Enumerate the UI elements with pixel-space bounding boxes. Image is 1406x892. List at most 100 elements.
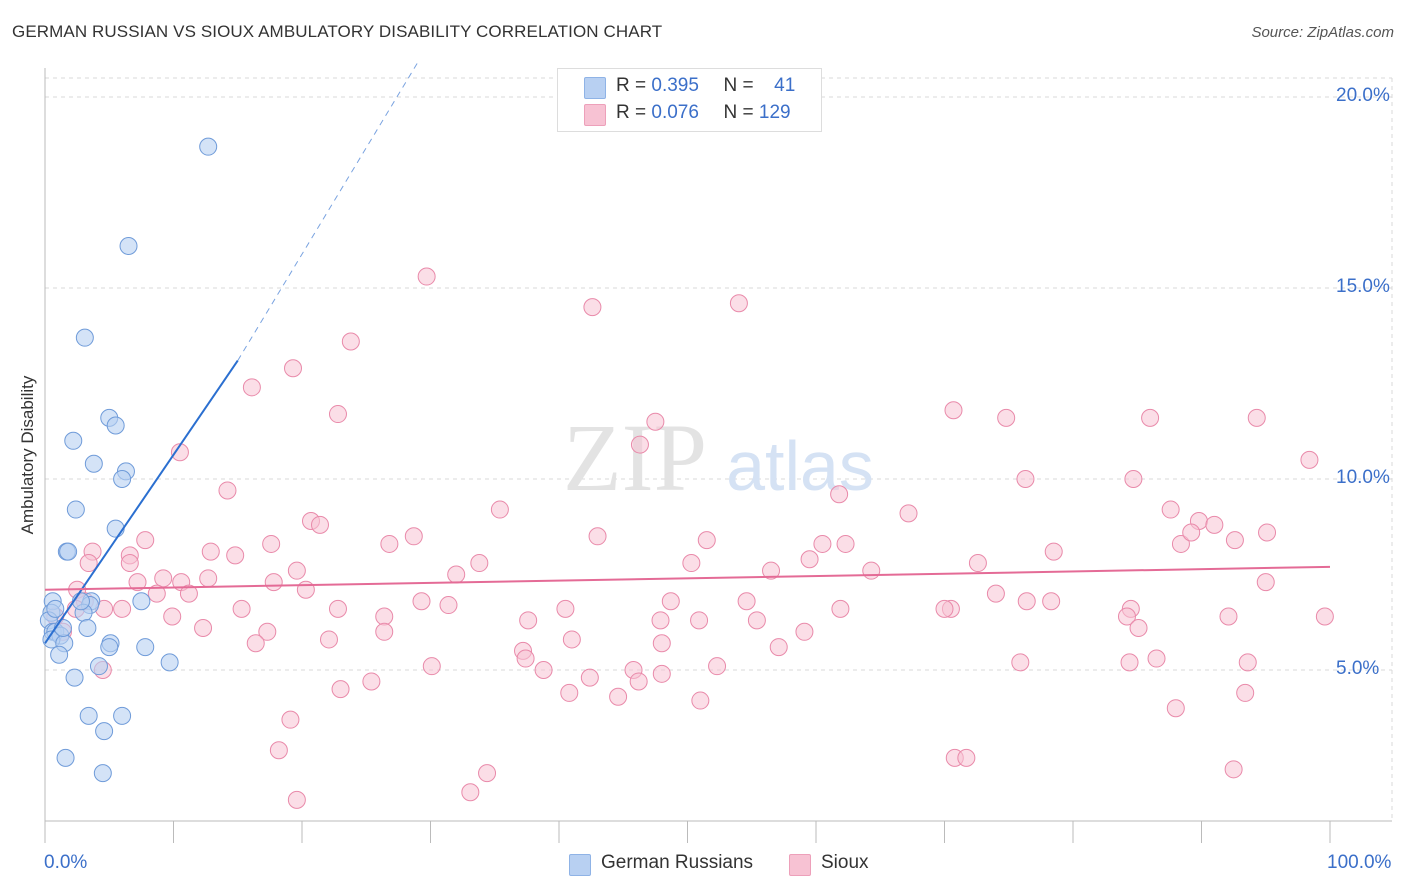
sioux-point — [218, 481, 237, 500]
grid-lines — [45, 77, 1393, 821]
bottom-swatch-blue — [569, 854, 591, 876]
sioux-point — [331, 680, 350, 699]
sioux-points — [46, 267, 1334, 809]
sioux-point — [1315, 607, 1334, 626]
sioux-point — [128, 573, 147, 592]
sioux-point — [862, 561, 881, 580]
sioux-point — [690, 611, 709, 630]
sioux-point — [417, 267, 436, 286]
sioux-point — [1044, 542, 1063, 561]
sioux-point — [813, 534, 832, 553]
y-tick-label: 10.0% — [1336, 467, 1390, 488]
sioux-point — [422, 657, 441, 676]
sioux-point — [836, 534, 855, 553]
sioux-point — [201, 542, 220, 561]
sioux-point — [651, 611, 670, 630]
german-russian-point — [75, 328, 94, 347]
legend-n-value: 129 — [758, 102, 791, 123]
sioux-point — [629, 672, 648, 691]
sioux-point — [560, 683, 579, 702]
legend-swatch-blue — [584, 77, 606, 99]
sioux-point — [439, 596, 458, 615]
sioux-point — [375, 607, 394, 626]
sioux-point — [646, 412, 665, 431]
sioux-point — [1171, 534, 1190, 553]
german-russian-point — [84, 454, 103, 473]
sioux-point — [830, 485, 849, 504]
sioux-point — [935, 599, 954, 618]
german-russian-point — [79, 706, 98, 725]
sioux-point — [583, 298, 602, 317]
sioux-point — [194, 618, 213, 637]
y-tick-label: 5.0% — [1336, 658, 1380, 679]
sioux-point — [1124, 470, 1143, 488]
german-russian-point — [64, 431, 83, 450]
german-russian-point — [78, 618, 97, 637]
sioux-point — [284, 359, 303, 378]
sioux-point — [1161, 500, 1180, 519]
sioux-point — [341, 332, 360, 351]
sioux-point — [478, 764, 497, 783]
sioux-point — [1219, 607, 1238, 626]
legend-r-label: R = — [616, 102, 647, 123]
sioux-point — [242, 378, 261, 397]
sioux-point — [831, 599, 850, 618]
source-label: Source: ZipAtlas.com — [1251, 24, 1394, 41]
german-russian-trend-line — [44, 360, 239, 644]
sioux-point — [470, 554, 489, 573]
german-russian-point — [119, 236, 138, 255]
german-russian-point — [113, 706, 132, 725]
sioux-point — [534, 661, 553, 679]
sioux-point — [986, 584, 1005, 603]
german-russian-point — [113, 470, 132, 488]
bottom-legend-label: German Russians — [601, 852, 754, 873]
sioux-point — [264, 573, 283, 592]
sioux-point — [968, 554, 987, 573]
sioux-point — [447, 565, 466, 584]
sioux-point — [163, 607, 182, 626]
german-russian-point — [136, 638, 155, 657]
sioux-point — [461, 783, 480, 802]
sioux-point — [226, 546, 245, 565]
german-russian-point — [53, 618, 72, 637]
sioux-point — [1238, 653, 1257, 672]
sioux-point — [1225, 531, 1244, 550]
sioux-point — [652, 664, 671, 683]
sioux-point — [258, 622, 277, 641]
sioux-point — [729, 294, 748, 313]
sioux-point — [262, 534, 281, 553]
sioux-point — [1182, 523, 1201, 542]
sioux-point — [652, 634, 671, 653]
sioux-point — [380, 534, 399, 553]
watermark: ZIP atlas — [563, 404, 874, 511]
legend-r-label: R = — [616, 75, 647, 96]
sioux-point — [375, 622, 394, 641]
sioux-point — [1224, 760, 1243, 779]
sioux-point — [800, 550, 819, 569]
german-russian-trend-extension — [237, 62, 419, 361]
sioux-point — [1236, 683, 1255, 702]
sioux-point — [328, 405, 347, 424]
sioux-point — [1117, 607, 1136, 626]
sioux-point — [310, 515, 329, 534]
sioux-point — [1166, 699, 1185, 718]
x-tick-label-max: 100.0% — [1327, 852, 1392, 873]
chart-title: GERMAN RUSSIAN VS SIOUX AMBULATORY DISAB… — [12, 22, 663, 41]
german-russian-point — [95, 722, 114, 741]
sioux-point — [404, 527, 423, 546]
legend-r-value: 0.076 — [651, 102, 699, 123]
sioux-point — [519, 611, 538, 630]
sioux-point — [328, 599, 347, 618]
legend-n-value: 41 — [774, 75, 796, 96]
axes — [44, 68, 1392, 843]
sioux-point — [609, 687, 628, 706]
german-russian-points — [39, 137, 218, 783]
sioux-point — [199, 569, 218, 588]
sioux-point — [997, 408, 1016, 427]
bottom-swatch-pink — [789, 854, 811, 876]
german-russian-point — [160, 653, 179, 672]
watermark-zip: ZIP — [563, 404, 707, 511]
german-russian-point — [66, 500, 85, 519]
sioux-point — [737, 592, 756, 611]
sioux-point — [179, 584, 198, 603]
